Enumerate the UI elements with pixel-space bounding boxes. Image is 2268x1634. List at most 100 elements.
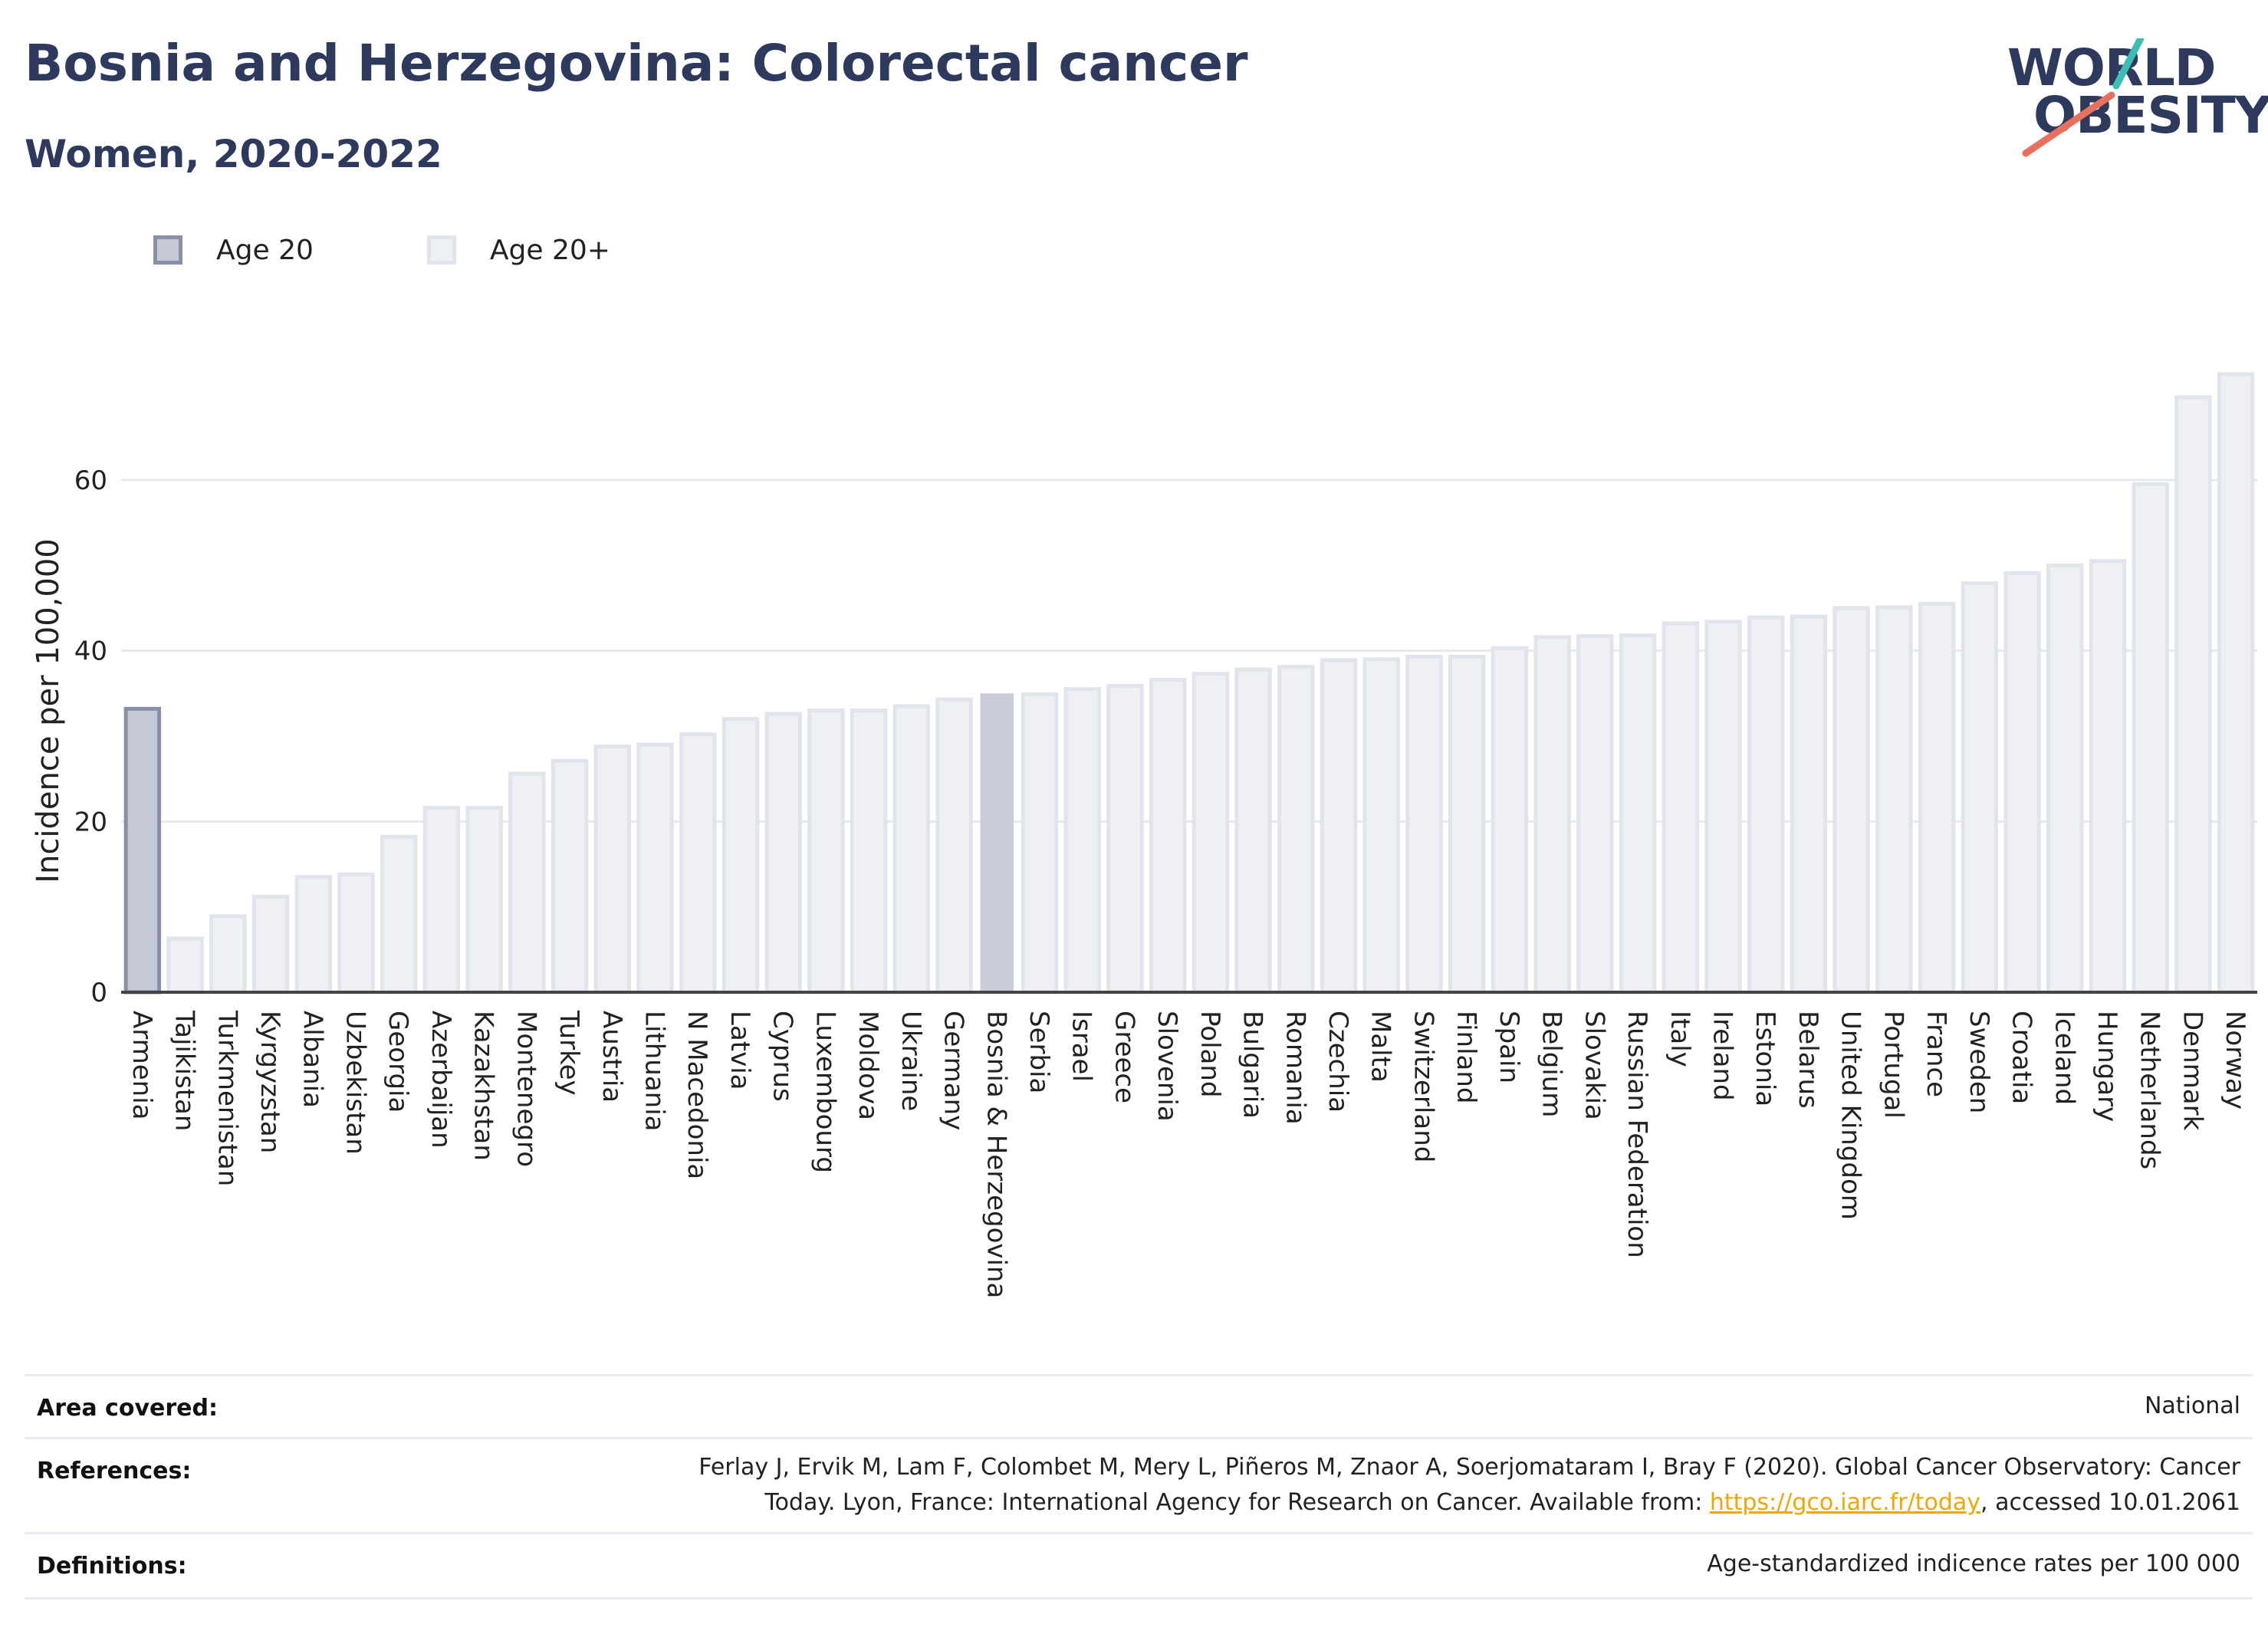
bar bbox=[1192, 672, 1230, 995]
x-tick-label: Russian Federation bbox=[1622, 1011, 1652, 1258]
references-line-1: Ferlay J, Ervik M, Lam F, Colombet M, Me… bbox=[698, 1454, 2240, 1481]
x-tick-label: Uzbekistan bbox=[340, 1011, 370, 1155]
bar bbox=[1063, 687, 1101, 995]
bar bbox=[294, 875, 332, 995]
bar bbox=[380, 834, 418, 995]
references-line-2-pre: Today. Lyon, France: International Agenc… bbox=[764, 1489, 1710, 1516]
x-tick-label: Poland bbox=[1195, 1011, 1225, 1098]
x-tick-label: Germany bbox=[938, 1011, 969, 1130]
bar bbox=[764, 712, 802, 995]
bar bbox=[1961, 581, 1999, 995]
bar bbox=[1747, 615, 1785, 995]
bar bbox=[850, 709, 888, 995]
bar bbox=[1832, 606, 1870, 995]
x-tick-label: Ukraine bbox=[896, 1011, 926, 1111]
bar bbox=[1875, 605, 1913, 995]
x-tick-label: Sweden bbox=[1964, 1011, 1994, 1113]
x-tick-label: United Kingdom bbox=[1836, 1011, 1866, 1220]
references-line-2: Today. Lyon, France: International Agenc… bbox=[698, 1485, 2240, 1521]
info-value-references: Ferlay J, Ervik M, Lam F, Colombet M, Me… bbox=[698, 1450, 2240, 1521]
legend-item-age-20[interactable]: Age 20 bbox=[153, 235, 314, 266]
x-tick-label: Denmark bbox=[2177, 1011, 2207, 1131]
bar bbox=[1533, 635, 1571, 995]
x-tick-label: Belgium bbox=[1537, 1011, 1567, 1117]
legend-label-age-20: Age 20 bbox=[216, 234, 314, 266]
x-tick-label: Ireland bbox=[1708, 1011, 1738, 1101]
x-tick-label: Norway bbox=[2220, 1011, 2250, 1110]
bar bbox=[465, 806, 503, 995]
bar bbox=[1277, 665, 1315, 995]
x-tick-label: Czechia bbox=[1323, 1011, 1353, 1113]
bar bbox=[2132, 482, 2169, 995]
bar bbox=[1106, 683, 1144, 995]
x-tick-label: Latvia bbox=[725, 1011, 755, 1090]
page-title: Bosnia and Herzegovina: Colorectal cance… bbox=[25, 34, 1248, 93]
x-tick-label: Slovakia bbox=[1579, 1011, 1609, 1120]
bar bbox=[935, 697, 973, 995]
y-tick-label: 60 bbox=[74, 465, 107, 496]
x-tick-label: Albania bbox=[297, 1011, 328, 1108]
x-tick-label: Azerbaijan bbox=[426, 1011, 456, 1149]
bar bbox=[2089, 559, 2127, 995]
bar bbox=[1619, 633, 1657, 995]
y-axis-label: Incidence per 100,000 bbox=[31, 538, 66, 883]
x-tick-label: France bbox=[1921, 1011, 1951, 1097]
logo-slash-icon bbox=[2022, 38, 2145, 157]
bar bbox=[251, 894, 290, 995]
bar bbox=[1576, 634, 1614, 995]
x-tick-label: Armenia bbox=[127, 1011, 157, 1120]
info-key-definitions: Definitions: bbox=[37, 1553, 187, 1580]
bar bbox=[508, 771, 546, 995]
x-tick-label: Italy bbox=[1665, 1011, 1695, 1067]
bar bbox=[1405, 654, 1443, 995]
info-row-area: Area covered: National bbox=[25, 1374, 2253, 1439]
x-tick-label: Kyrgyzstan bbox=[255, 1011, 285, 1153]
bar bbox=[1320, 658, 1358, 995]
x-tick-label: Israel bbox=[1067, 1011, 1097, 1082]
y-tick-label: 20 bbox=[74, 807, 107, 837]
bar bbox=[1149, 678, 1187, 995]
bar bbox=[551, 758, 589, 995]
bar bbox=[2046, 563, 2084, 995]
x-tick-label: Montenegro bbox=[511, 1011, 541, 1167]
y-tick-label: 40 bbox=[74, 636, 107, 667]
bar bbox=[721, 717, 760, 995]
x-tick-label: Tajikistan bbox=[169, 1010, 200, 1131]
x-tick-label: Turkey bbox=[554, 1010, 584, 1096]
info-row-definitions: Definitions: Age-standardized indicence … bbox=[25, 1532, 2253, 1599]
x-tick-label: Turkmenistan bbox=[212, 1010, 242, 1186]
x-tick-label: Spain bbox=[1494, 1011, 1524, 1083]
page-subtitle: Women, 2020-2022 bbox=[25, 132, 442, 176]
x-tick-label: Netherlands bbox=[2135, 1011, 2165, 1169]
legend-swatch-age-20-plus bbox=[426, 235, 456, 265]
bar bbox=[337, 872, 375, 995]
chart-legend: Age 20 Age 20+ bbox=[153, 228, 656, 271]
x-tick-label: Portugal bbox=[1878, 1011, 1908, 1119]
bar bbox=[2174, 395, 2212, 995]
x-tick-label: Bulgaria bbox=[1238, 1011, 1268, 1119]
x-tick-label: Belarus bbox=[1793, 1011, 1823, 1109]
x-tick-label: Estonia bbox=[1750, 1011, 1780, 1106]
x-tick-label: Serbia bbox=[1024, 1011, 1054, 1093]
info-row-references: References: Ferlay J, Ervik M, Lam F, Co… bbox=[25, 1437, 2253, 1534]
bar bbox=[593, 744, 632, 995]
info-key-references: References: bbox=[37, 1458, 192, 1484]
bar bbox=[892, 704, 931, 995]
x-tick-label: Lithuania bbox=[639, 1011, 670, 1131]
bar bbox=[1704, 620, 1742, 995]
world-obesity-logo: WORLD OBESITY bbox=[2003, 38, 2268, 161]
y-tick-label: 0 bbox=[90, 978, 107, 1008]
x-tick-label: Romania bbox=[1280, 1011, 1310, 1125]
references-link[interactable]: https://gco.iarc.fr/today bbox=[1709, 1489, 1981, 1516]
legend-item-age-20-plus[interactable]: Age 20+ bbox=[426, 235, 610, 266]
bar bbox=[1918, 601, 1956, 995]
logo-line-1: WORLD bbox=[2007, 38, 2217, 97]
info-value-definitions: Age-standardized indicence rates per 100… bbox=[1707, 1550, 2240, 1577]
bar bbox=[1362, 657, 1400, 995]
x-tick-label: Finland bbox=[1451, 1011, 1481, 1104]
x-tick-label: Slovenia bbox=[1152, 1011, 1182, 1122]
bar bbox=[1790, 614, 1828, 995]
x-tick-label: Austria bbox=[597, 1011, 627, 1103]
x-tick-label: Cyprus bbox=[768, 1011, 798, 1102]
x-tick-label: Iceland bbox=[2049, 1011, 2079, 1105]
